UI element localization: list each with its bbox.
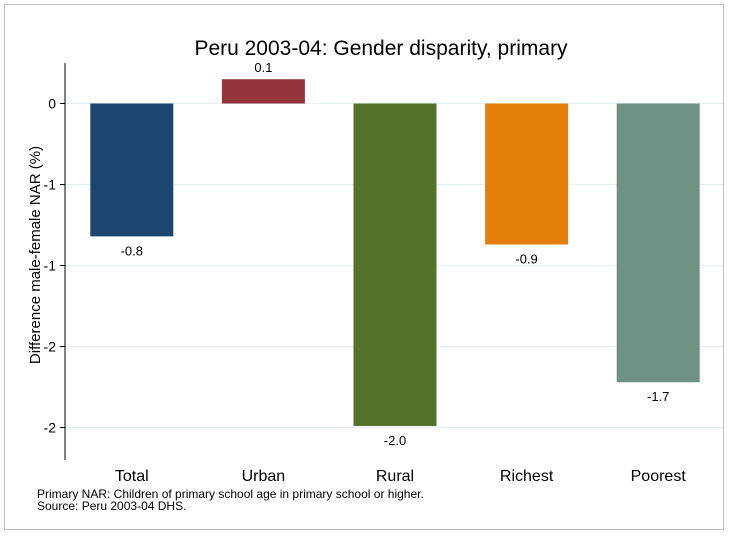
chart-frame: Peru 2003-04: Gender disparity, primary … (4, 4, 724, 530)
data-label: -2.0 (384, 433, 406, 448)
y-tick-label: -1 (44, 177, 57, 193)
y-tick-label: 0 (48, 96, 56, 112)
data-label: -0.9 (515, 251, 537, 266)
bar-chart: Peru 2003-04: Gender disparity, primary … (5, 5, 725, 531)
bar-richest (485, 104, 568, 245)
footnote-source: Source: Peru 2003-04 DHS. (37, 500, 186, 512)
x-category-label: Rural (376, 468, 414, 485)
bar-poorest (617, 104, 700, 383)
data-label: -0.8 (121, 243, 143, 258)
y-axis-label: Difference male-female NAR (%) (27, 146, 44, 364)
bars: -0.8 0.1 -2.0 -0.9 -1.7 (90, 60, 699, 448)
x-category-label: Total (115, 468, 149, 485)
bar-rural (354, 104, 437, 426)
x-category-label: Richest (500, 468, 554, 485)
data-label: 0.1 (254, 60, 272, 75)
x-category-label: Urban (242, 468, 286, 485)
x-category-label: Poorest (631, 468, 687, 485)
bar-total (90, 104, 173, 237)
y-tick-label: -1 (44, 258, 57, 274)
chart-title: Peru 2003-04: Gender disparity, primary (194, 37, 568, 60)
y-tick-label: -2 (44, 339, 57, 355)
data-label: -1.7 (647, 389, 669, 404)
bar-urban (222, 79, 305, 103)
y-tick-label: -2 (44, 420, 57, 436)
